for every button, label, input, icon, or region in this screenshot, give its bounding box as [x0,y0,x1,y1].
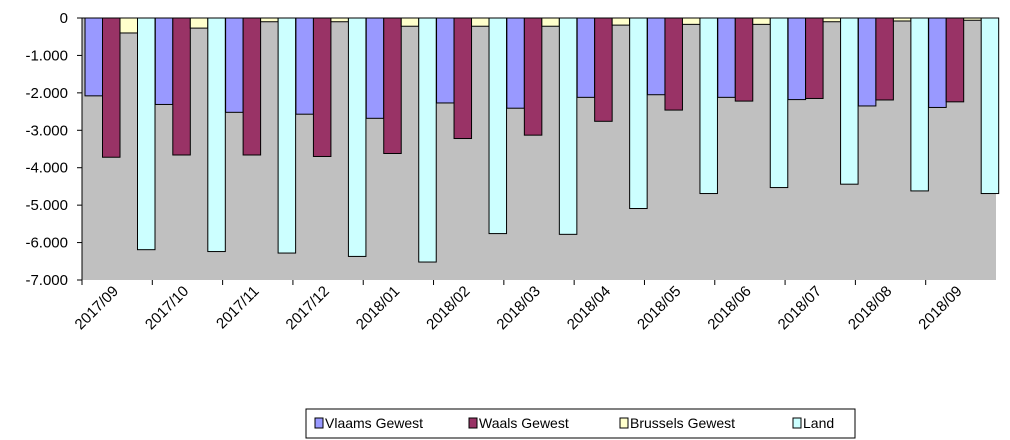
bar-waals-gewest-2018-03 [523,17,543,136]
bar-vlaams-gewest-2018-04 [576,17,596,98]
bar-land-2018-05 [699,17,718,195]
bar-vlaams-gewest-2018-09 [928,17,947,108]
bar-vlaams-gewest-2018-05 [646,17,666,96]
legend-swatch-waals-gewest [468,417,478,429]
y-axis: 0 -1.000 -2.000 -3.000 -4.000 -5.000 -6.000 -7.… [25,10,82,289]
bar-vlaams-gewest-2017-10 [154,17,174,105]
x-tick-label: 2017/09 [72,283,122,333]
x-tick-label: 2018/07 [775,283,825,333]
bar-brussels-gewest-2017-12 [330,17,349,23]
bar-waals-gewest-2017-10 [172,17,191,156]
x-tick-label: 2017/11 [213,283,263,333]
y-tick-label: -3.000 [25,122,68,139]
y-tick-label: -6.000 [25,235,68,252]
bar-brussels-gewest-2017-10 [189,17,209,29]
legend-swatch-land [792,417,802,429]
x-tick-label: 2017/12 [283,283,333,333]
bar-waals-gewest-2018-07 [805,17,824,99]
y-tick-label: -4.000 [25,160,68,177]
x-tick-label: 2018/05 [634,283,684,333]
bar-waals-gewest-2018-09 [945,17,965,103]
bar-brussels-gewest-2018-05 [681,17,701,25]
bar-land-2018-04 [629,17,648,210]
bar-brussels-gewest-2018-02 [471,17,490,27]
legend-swatch-vlaams-gewest [314,417,324,429]
legend-label: Brussels Gewest [630,415,735,431]
bar-waals-gewest-2018-05 [664,17,683,111]
legend-label: Land [803,415,834,431]
bar-vlaams-gewest-2018-01 [365,17,385,119]
bar-vlaams-gewest-2018-08 [857,17,877,107]
legend-swatch-brussels-gewest [619,417,629,429]
bar-vlaams-gewest-2018-03 [506,17,525,109]
x-tick-label: 2018/09 [915,283,965,333]
bar-vlaams-gewest-2017-09 [84,17,103,97]
bar-brussels-gewest-2018-06 [752,17,771,25]
y-tick-label: -1.000 [25,47,68,64]
bar-land-2018-07 [840,17,859,185]
bar-brussels-gewest-2018-03 [541,17,560,27]
bar-land-2018-01 [418,17,437,263]
bar-brussels-gewest-2018-07 [822,17,842,23]
y-tick-label: -2.000 [25,85,68,102]
bar-brussels-gewest-2018-01 [400,17,420,27]
bar-land-2018-09 [980,17,1000,195]
x-tick-label: 2017/10 [142,283,192,333]
y-tick-label: -7.000 [25,272,68,289]
x-tick-label: 2018/03 [493,283,543,333]
bar-waals-gewest-2018-02 [453,17,473,140]
x-tick-label: 2018/01 [353,283,403,333]
legend: Vlaams Gewest Waals Gewest Brussels Gewest… [305,408,856,439]
bar-land-2018-08 [910,17,929,192]
bar-waals-gewest-2017-09 [102,17,121,158]
bar-land-2017-11 [277,17,297,254]
legend-label: Waals Gewest [479,415,569,431]
legend-box [305,408,856,439]
bar-vlaams-gewest-2018-06 [717,17,736,98]
y-tick-label: 0 [60,10,68,27]
bar-land-2017-09 [137,17,156,251]
bar-vlaams-gewest-2017-11 [225,17,244,113]
bar-waals-gewest-2018-08 [875,17,894,101]
bar-brussels-gewest-2018-04 [611,17,631,26]
x-tick-label: 2018/04 [564,283,614,333]
x-tick-label: 2018/02 [423,283,473,333]
bar-brussels-gewest-2017-11 [260,17,279,23]
x-tick-label: 2018/06 [704,283,754,333]
bar-brussels-gewest-2017-09 [119,17,138,34]
legend-label: Vlaams Gewest [325,415,423,431]
bar-vlaams-gewest-2018-02 [436,17,455,104]
bar-land-2017-10 [207,17,226,253]
bar-vlaams-gewest-2017-12 [295,17,314,115]
bar-land-2017-12 [347,17,367,257]
x-tick-label: 2018/08 [845,283,895,333]
bar-waals-gewest-2018-01 [383,17,402,154]
y-tick-label: -5.000 [25,197,68,214]
bar-vlaams-gewest-2018-07 [787,17,807,101]
x-axis: 2017/09 2017/10 2017/11 2017/12 2018/01 2018/… [72,280,966,333]
bar-waals-gewest-2018-06 [734,17,754,102]
bar-land-2018-03 [558,17,578,235]
bar-waals-gewest-2017-12 [312,17,332,157]
bar-land-2018-06 [769,17,789,189]
bar-land-2018-02 [488,17,508,235]
bar-waals-gewest-2017-11 [242,17,262,156]
bar-waals-gewest-2018-04 [594,17,613,122]
